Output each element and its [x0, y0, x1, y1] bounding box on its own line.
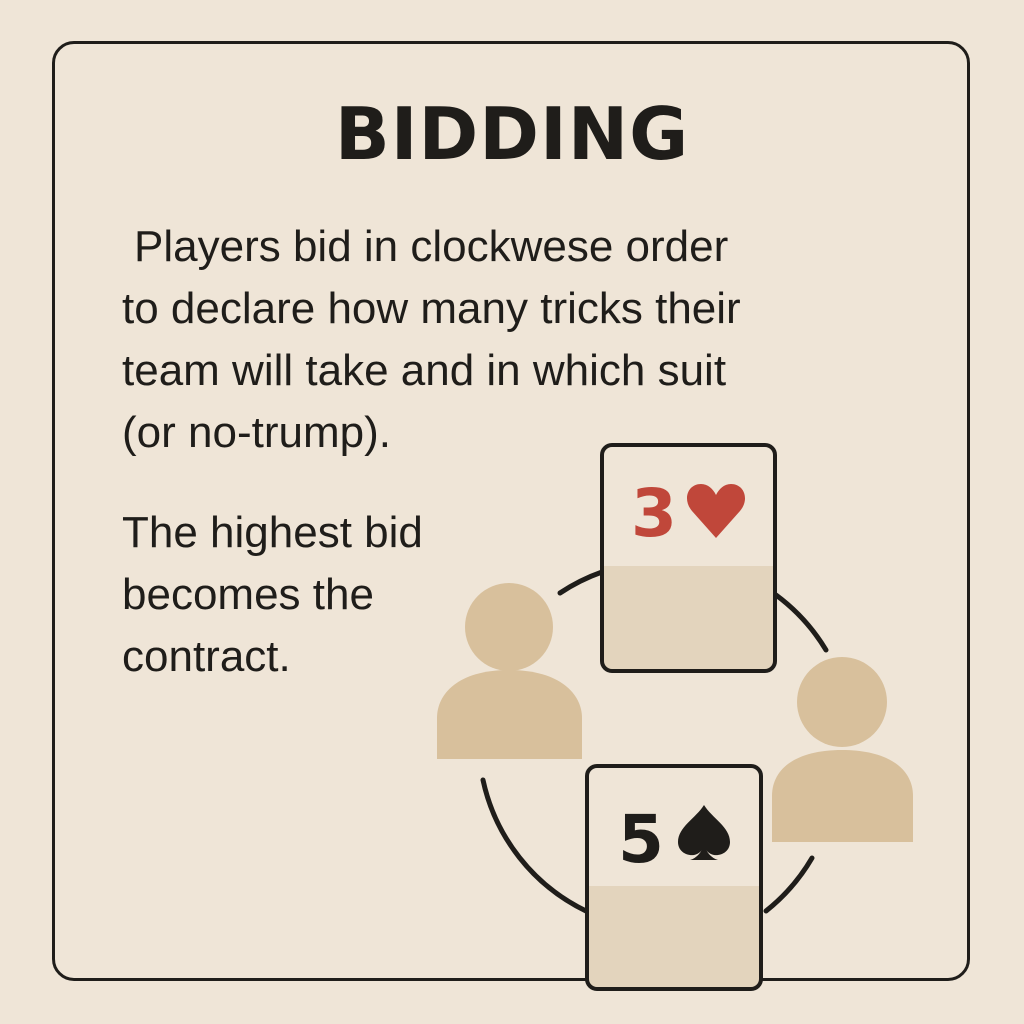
description-line: to declare how many tricks their [122, 284, 741, 333]
content-frame [52, 41, 970, 981]
description-line: Players bid in clockwese order [134, 222, 729, 271]
heart-icon [686, 484, 746, 538]
contract-line: contract. [122, 632, 291, 681]
bidding-description: Players bid in clockwese order to declar… [122, 216, 862, 464]
bid-card-5-spades: 5 [585, 764, 763, 991]
arc-segment [557, 569, 605, 596]
card-rank: 5 [618, 801, 664, 878]
contract-line: The highest bid [122, 508, 423, 557]
spade-icon [678, 805, 730, 860]
description-line: (or no-trump). [122, 408, 391, 457]
page-title: BIDDING [334, 92, 690, 176]
contract-line: becomes the [122, 570, 374, 619]
player-right-icon [772, 657, 913, 842]
contract-description: The highest bid becomes the contract. [122, 502, 502, 688]
description-line: team will take and in which suit [122, 346, 727, 395]
arc-segment [773, 592, 829, 653]
bid-card-3-hearts: 3 [600, 443, 777, 673]
arc-segment [763, 855, 815, 914]
card-rank: 3 [631, 475, 677, 552]
player-left-icon [437, 583, 582, 759]
arc-segment [480, 777, 589, 914]
